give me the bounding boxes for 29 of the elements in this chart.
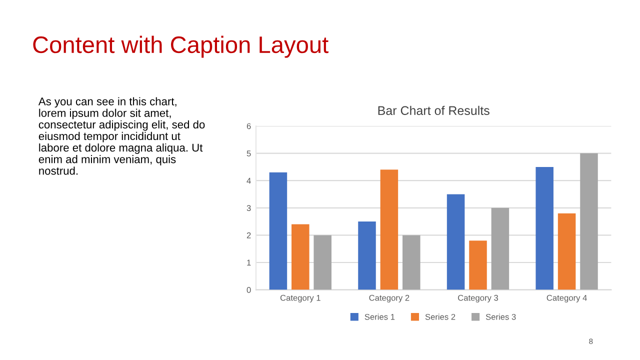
- bar: [491, 208, 510, 290]
- bar: [269, 172, 288, 290]
- x-tick-label: Category 4: [546, 294, 587, 302]
- bar: [469, 240, 487, 290]
- bar: [314, 235, 332, 290]
- chart-title: Bar Chart of Results: [378, 106, 490, 116]
- bar: [580, 153, 598, 290]
- y-tick-label: 2: [246, 232, 251, 238]
- y-tick-label: 4: [246, 178, 251, 184]
- text: Content with Caption Layout: [33, 36, 328, 58]
- bar: [402, 235, 420, 290]
- x-tick-label: Category 3: [458, 294, 498, 302]
- text: As you can see in this chart, lorem ipsum dolor sit amet, consectetur adipiscing elit, sed do eiusmod tempor incididunt ut labore et dolore magna aliqua. Ut enim ad minim veniam, quis nostrud.: [38, 97, 205, 175]
- y-tick-label: 5: [246, 150, 251, 156]
- bar: [446, 194, 465, 290]
- y-tick-label: 6: [246, 123, 251, 130]
- x-tick-label: Category 1: [280, 294, 320, 302]
- legend-label: Series 2: [425, 314, 456, 320]
- y-tick-label: 3: [246, 205, 251, 211]
- y-tick-label: 0: [246, 287, 251, 293]
- bar: [358, 222, 376, 290]
- x-tick-label: Category 2: [369, 294, 410, 302]
- bar: [536, 166, 554, 290]
- legend-label: Series 3: [486, 314, 516, 320]
- legend-label: Series 1: [364, 314, 395, 320]
- y-tick-label: 1: [247, 260, 251, 266]
- bar: [380, 170, 398, 290]
- bar: [292, 224, 310, 290]
- bar: [558, 213, 576, 290]
